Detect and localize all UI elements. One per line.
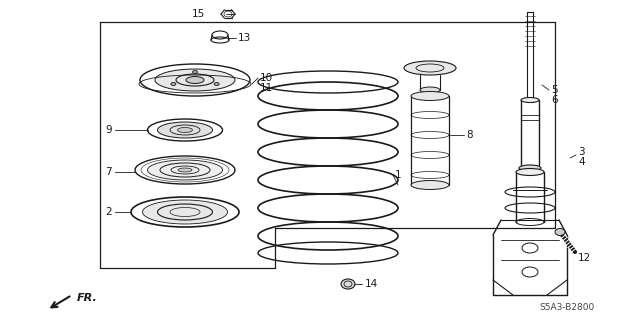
Ellipse shape [404, 61, 456, 75]
Ellipse shape [186, 76, 204, 84]
Ellipse shape [171, 83, 176, 85]
Text: S5A3-B2800: S5A3-B2800 [540, 303, 595, 313]
Text: 10: 10 [260, 73, 273, 83]
Ellipse shape [143, 200, 227, 224]
Ellipse shape [516, 169, 544, 175]
Ellipse shape [519, 165, 541, 171]
Text: 5: 5 [551, 85, 557, 95]
Ellipse shape [341, 279, 355, 289]
Ellipse shape [177, 127, 193, 132]
Ellipse shape [411, 92, 449, 100]
Ellipse shape [521, 98, 539, 102]
Text: 2: 2 [105, 207, 111, 217]
Text: 13: 13 [238, 33, 252, 43]
Text: 15: 15 [192, 9, 205, 19]
Ellipse shape [178, 168, 192, 172]
Text: 14: 14 [365, 279, 378, 289]
Text: 4: 4 [578, 157, 584, 167]
Ellipse shape [420, 87, 440, 93]
Text: 11: 11 [260, 83, 273, 93]
Text: 12: 12 [578, 253, 591, 263]
Text: 6: 6 [551, 95, 557, 105]
Text: 3: 3 [578, 147, 584, 157]
Text: 7: 7 [105, 167, 111, 177]
Text: 8: 8 [466, 130, 472, 140]
Ellipse shape [555, 228, 565, 236]
Text: 1: 1 [395, 170, 402, 180]
Ellipse shape [411, 180, 449, 189]
Text: 9: 9 [105, 125, 111, 135]
Ellipse shape [157, 122, 212, 138]
Ellipse shape [193, 70, 198, 74]
Ellipse shape [214, 83, 219, 85]
Ellipse shape [147, 160, 223, 180]
Text: FR.: FR. [77, 293, 98, 303]
Ellipse shape [155, 69, 235, 91]
